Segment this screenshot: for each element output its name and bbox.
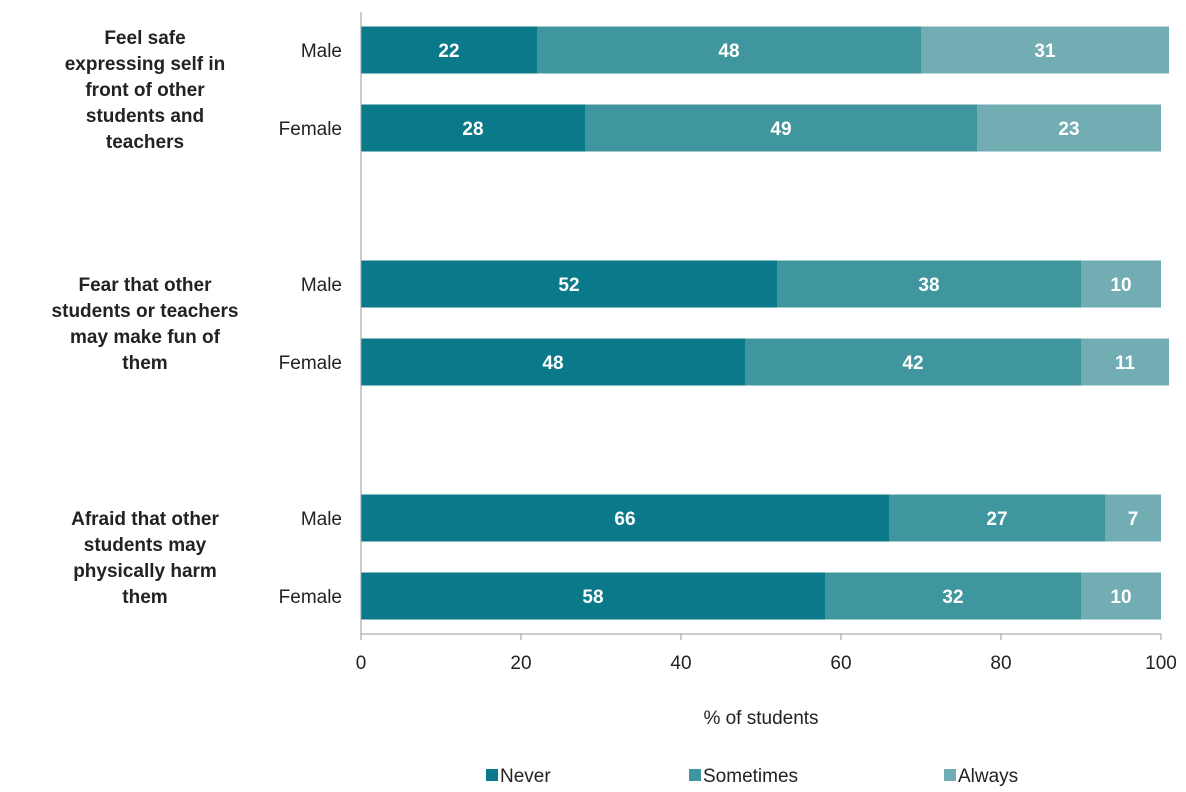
bar-segment-never	[361, 260, 777, 308]
bar-value-label: 31	[1034, 41, 1056, 62]
group-label-line: teachers	[106, 132, 184, 153]
x-tick-label: 100	[1145, 653, 1177, 674]
bar-segment-never	[361, 572, 825, 620]
group-label-line: students may	[84, 535, 207, 556]
bar-segment-sometimes	[825, 572, 1081, 620]
group-label-line: Fear that other	[78, 275, 212, 296]
bar-value-label: 28	[462, 119, 483, 140]
x-tick-label: 0	[356, 653, 367, 674]
bar-value-label: 11	[1115, 353, 1136, 374]
bar-segment-never	[361, 338, 745, 386]
bar-value-label: 10	[1110, 587, 1131, 608]
bar-value-label: 49	[770, 119, 791, 140]
group-label-line: expressing self in	[65, 54, 226, 75]
group-label-line: students or teachers	[52, 301, 239, 322]
group-label-line: Feel safe	[104, 28, 185, 49]
labels-layer: Feel safe expressing self in front of othe…	[52, 28, 1139, 608]
bar-segment-always	[977, 104, 1161, 152]
bar-segment-sometimes	[537, 26, 921, 74]
group-label-line: Afraid that other	[71, 509, 219, 530]
x-axis-title: % of students	[703, 708, 818, 729]
bar-value-label: 52	[558, 275, 579, 296]
group-label-line: them	[122, 353, 167, 374]
row-label: Male	[301, 275, 342, 296]
bar-value-label: 22	[438, 41, 459, 62]
bar-value-label: 42	[902, 353, 923, 374]
bar-value-label: 7	[1128, 509, 1139, 530]
x-tick-label: 80	[990, 653, 1011, 674]
row-label: Female	[279, 119, 342, 140]
legend-swatch-sometimes	[689, 769, 701, 781]
row-label: Male	[301, 41, 342, 62]
bars-layer	[361, 26, 1169, 620]
bar-segment-never	[361, 494, 889, 542]
bar-segment-always	[1081, 572, 1161, 620]
bar-value-label: 66	[614, 509, 635, 530]
x-tick-label: 40	[670, 653, 691, 674]
group-label-line: them	[122, 587, 167, 608]
bar-segment-sometimes	[777, 260, 1081, 308]
bar-segment-always	[1105, 494, 1161, 542]
bar-value-label: 10	[1110, 275, 1131, 296]
legend-swatch-always	[944, 769, 956, 781]
row-label: Male	[301, 509, 342, 530]
legend: Never Sometimes Always	[486, 766, 1018, 787]
legend-label: Sometimes	[703, 766, 798, 787]
bar-segment-never	[361, 26, 537, 74]
legend-label: Always	[958, 766, 1018, 787]
bar-segment-always	[1081, 260, 1161, 308]
group-label-line: front of other	[85, 80, 205, 101]
x-tick-label: 60	[830, 653, 851, 674]
bar-value-label: 48	[718, 41, 739, 62]
bar-segment-sometimes	[585, 104, 977, 152]
group-label-line: may make fun of	[70, 327, 221, 348]
bar-value-label: 48	[542, 353, 563, 374]
bar-value-label: 58	[582, 587, 603, 608]
bar-segment-never	[361, 104, 585, 152]
group-label-line: students and	[86, 106, 204, 127]
group-label: Afraid that other students may physically …	[71, 509, 219, 608]
bar-segment-sometimes	[745, 338, 1081, 386]
bar-value-label: 27	[986, 509, 1007, 530]
row-label: Female	[279, 353, 342, 374]
row-label: Female	[279, 587, 342, 608]
bar-segment-sometimes	[889, 494, 1105, 542]
group-label: Feel safe expressing self in front of othe…	[65, 28, 226, 153]
legend-swatch-never	[486, 769, 498, 781]
x-ticks: 0 20 40 60 80 100	[356, 634, 1177, 674]
bar-value-label: 38	[918, 275, 939, 296]
bar-segment-always	[1081, 338, 1169, 386]
x-tick-label: 20	[510, 653, 531, 674]
bar-value-label: 32	[942, 587, 963, 608]
bar-segment-always	[921, 26, 1169, 74]
bar-value-label: 23	[1058, 119, 1079, 140]
group-label: Fear that other students or teachers may m…	[52, 275, 239, 374]
legend-label: Never	[500, 766, 551, 787]
group-label-line: physically harm	[73, 561, 217, 582]
